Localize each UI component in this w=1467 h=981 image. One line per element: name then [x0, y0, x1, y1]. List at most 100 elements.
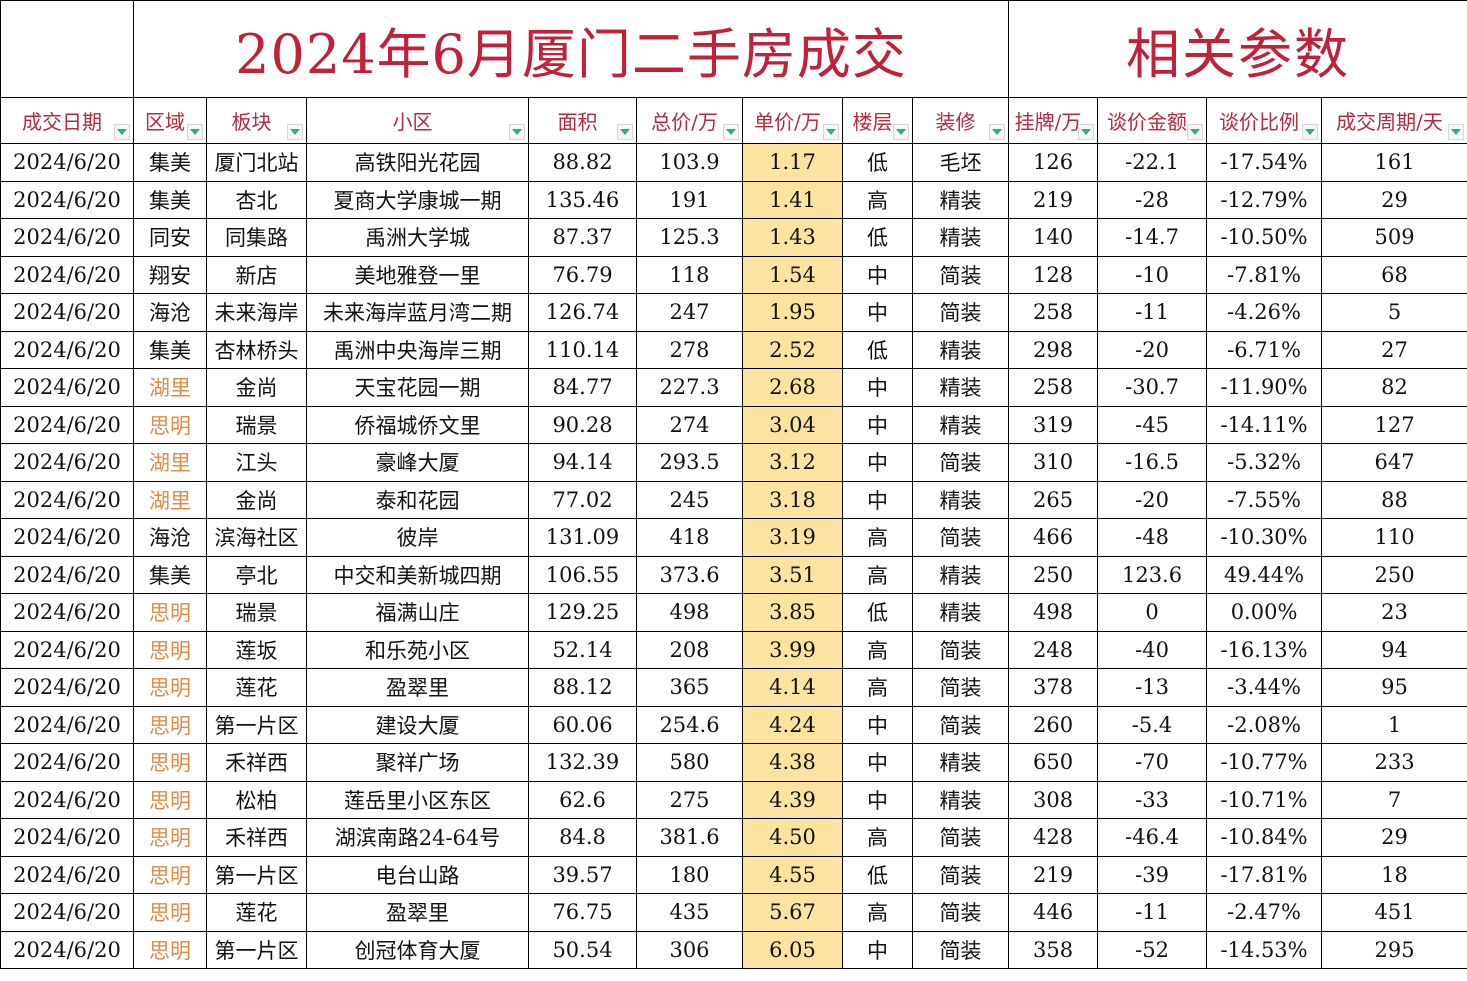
cell-area[interactable]: 131.09: [528, 518, 637, 557]
cell-nego_amt[interactable]: 123.6: [1097, 555, 1208, 594]
cell-nego_amt[interactable]: -28: [1097, 180, 1208, 219]
cell-region[interactable]: 思明: [133, 668, 207, 707]
cell-region[interactable]: 集美: [133, 555, 207, 594]
cell-listing[interactable]: 650: [1008, 743, 1099, 782]
cell-deco[interactable]: 精装: [911, 368, 1010, 407]
cell-total[interactable]: 278: [636, 330, 743, 369]
cell-listing[interactable]: 219: [1008, 180, 1099, 219]
cell-nego_amt[interactable]: -46.4: [1097, 818, 1208, 857]
cell-deco[interactable]: 简装: [911, 293, 1010, 332]
cell-nego_pct[interactable]: -10.50%: [1206, 218, 1323, 257]
cell-nego_amt[interactable]: -22.1: [1097, 143, 1208, 182]
cell-date[interactable]: 2024/6/20: [0, 630, 134, 669]
cell-region[interactable]: 海沧: [133, 293, 207, 332]
cell-listing[interactable]: 128: [1008, 255, 1099, 294]
cell-community[interactable]: 中交和美新城四期: [306, 555, 529, 594]
cell-date[interactable]: 2024/6/20: [0, 180, 134, 219]
cell-date[interactable]: 2024/6/20: [0, 368, 134, 407]
cell-nego_pct[interactable]: 49.44%: [1206, 555, 1323, 594]
cell-floor[interactable]: 高: [842, 668, 913, 707]
cell-listing[interactable]: 250: [1008, 555, 1099, 594]
cell-date[interactable]: 2024/6/20: [0, 405, 134, 444]
cell-block[interactable]: 禾祥西: [206, 743, 307, 782]
cell-region[interactable]: 湖里: [133, 368, 207, 407]
cell-unit[interactable]: 1.54: [742, 255, 843, 294]
cell-unit[interactable]: 3.19: [742, 518, 843, 557]
cell-unit[interactable]: 3.85: [742, 593, 843, 632]
cell-floor[interactable]: 高: [842, 518, 913, 557]
cell-deco[interactable]: 精装: [911, 218, 1010, 257]
cell-block[interactable]: 瑞景: [206, 593, 307, 632]
cell-nego_pct[interactable]: -14.53%: [1206, 930, 1323, 969]
cell-floor[interactable]: 中: [842, 480, 913, 519]
cell-listing[interactable]: 140: [1008, 218, 1099, 257]
cell-area[interactable]: 106.55: [528, 555, 637, 594]
cell-nego_amt[interactable]: -13: [1097, 668, 1208, 707]
cell-community[interactable]: 夏商大学康城一期: [306, 180, 529, 219]
cell-total[interactable]: 580: [636, 743, 743, 782]
cell-block[interactable]: 江头: [206, 443, 307, 482]
column-header-floor[interactable]: 楼层: [842, 97, 913, 144]
main-title-cell[interactable]: 2024年6月厦门二手房成交: [132, 0, 1010, 98]
cell-unit[interactable]: 5.67: [742, 893, 843, 932]
cell-community[interactable]: 湖滨南路24-64号: [306, 818, 529, 857]
cell-nego_pct[interactable]: -14.11%: [1206, 405, 1323, 444]
cell-cycle[interactable]: 5: [1321, 293, 1467, 332]
cell-deco[interactable]: 精装: [911, 780, 1010, 819]
cell-region[interactable]: 思明: [133, 593, 207, 632]
cell-date[interactable]: 2024/6/20: [0, 743, 134, 782]
column-header-area[interactable]: 面积: [528, 97, 637, 144]
cell-date[interactable]: 2024/6/20: [0, 593, 134, 632]
cell-cycle[interactable]: 23: [1321, 593, 1467, 632]
column-header-block[interactable]: 板块: [206, 97, 307, 144]
cell-block[interactable]: 厦门北站: [206, 143, 307, 182]
cell-nego_pct[interactable]: -12.79%: [1206, 180, 1323, 219]
cell-nego_pct[interactable]: -7.81%: [1206, 255, 1323, 294]
column-header-cycle[interactable]: 成交周期/天: [1321, 97, 1467, 144]
cell-listing[interactable]: 126: [1008, 143, 1099, 182]
cell-nego_pct[interactable]: -10.71%: [1206, 780, 1323, 819]
cell-date[interactable]: 2024/6/20: [0, 443, 134, 482]
cell-total[interactable]: 435: [636, 893, 743, 932]
cell-block[interactable]: 松柏: [206, 780, 307, 819]
cell-area[interactable]: 129.25: [528, 593, 637, 632]
cell-date[interactable]: 2024/6/20: [0, 518, 134, 557]
cell-block[interactable]: 滨海社区: [206, 518, 307, 557]
cell-total[interactable]: 180: [636, 855, 743, 894]
cell-nego_amt[interactable]: -30.7: [1097, 368, 1208, 407]
cell-deco[interactable]: 简装: [911, 930, 1010, 969]
cell-deco[interactable]: 简装: [911, 855, 1010, 894]
cell-area[interactable]: 94.14: [528, 443, 637, 482]
cell-date[interactable]: 2024/6/20: [0, 893, 134, 932]
cell-unit[interactable]: 4.14: [742, 668, 843, 707]
cell-region[interactable]: 集美: [133, 180, 207, 219]
column-header-nego_amt[interactable]: 谈价金额: [1097, 97, 1208, 144]
cell-cycle[interactable]: 250: [1321, 555, 1467, 594]
cell-area[interactable]: 84.8: [528, 818, 637, 857]
cell-nego_pct[interactable]: -10.77%: [1206, 743, 1323, 782]
cell-block[interactable]: 莲坂: [206, 630, 307, 669]
cell-deco[interactable]: 精装: [911, 480, 1010, 519]
cell-total[interactable]: 125.3: [636, 218, 743, 257]
cell-community[interactable]: 禹洲中央海岸三期: [306, 330, 529, 369]
cell-listing[interactable]: 258: [1008, 293, 1099, 332]
cell-nego_pct[interactable]: -2.08%: [1206, 705, 1323, 744]
column-header-region[interactable]: 区域: [133, 97, 207, 144]
cell-nego_pct[interactable]: -7.55%: [1206, 480, 1323, 519]
cell-deco[interactable]: 精装: [911, 593, 1010, 632]
cell-cycle[interactable]: 82: [1321, 368, 1467, 407]
cell-block[interactable]: 莲花: [206, 893, 307, 932]
cell-community[interactable]: 莲岳里小区东区: [306, 780, 529, 819]
cell-floor[interactable]: 低: [842, 330, 913, 369]
cell-area[interactable]: 87.37: [528, 218, 637, 257]
cell-nego_amt[interactable]: -5.4: [1097, 705, 1208, 744]
cell-floor[interactable]: 中: [842, 443, 913, 482]
cell-block[interactable]: 金尚: [206, 368, 307, 407]
cell-date[interactable]: 2024/6/20: [0, 705, 134, 744]
cell-listing[interactable]: 265: [1008, 480, 1099, 519]
cell-deco[interactable]: 精装: [911, 555, 1010, 594]
cell-nego_pct[interactable]: 0.00%: [1206, 593, 1323, 632]
cell-cycle[interactable]: 27: [1321, 330, 1467, 369]
cell-nego_amt[interactable]: -16.5: [1097, 443, 1208, 482]
cell-floor[interactable]: 高: [842, 818, 913, 857]
